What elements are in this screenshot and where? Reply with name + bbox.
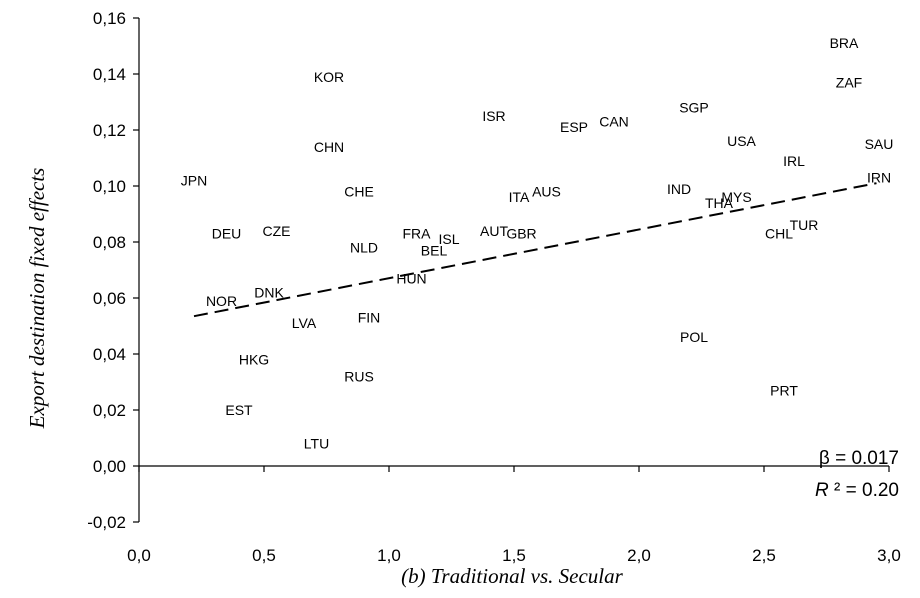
point-label-esp: ESP xyxy=(560,119,588,135)
point-label-prt: PRT xyxy=(770,382,798,398)
point-label-pol: POL xyxy=(680,329,708,345)
point-label-irl: IRL xyxy=(783,153,805,169)
x-tick-label: 2,0 xyxy=(627,546,651,565)
point-label-tha: THA xyxy=(705,195,734,211)
r-squared-symbol: R xyxy=(815,480,829,501)
points-layer: BRA ZAF KOR SGP ISR CAN ESP USA SAU CHN IRL IRN JPN I… xyxy=(181,35,894,451)
trendline-layer xyxy=(193,182,877,318)
point-label-isl: ISL xyxy=(438,231,459,247)
r-squared-annotation: R ² = 0.20 xyxy=(815,480,899,501)
point-label-bel: BEL xyxy=(421,242,448,258)
point-label-jpn: JPN xyxy=(181,172,207,188)
point-label-ltu: LTU xyxy=(304,436,329,452)
point-label-aus: AUS xyxy=(532,184,561,200)
point-label-fin: FIN xyxy=(358,310,381,326)
point-label-nor: NOR xyxy=(206,293,237,309)
point-label-aut: AUT xyxy=(480,223,508,239)
point-label-chl: CHL xyxy=(765,226,793,242)
point-label-lva: LVA xyxy=(292,315,317,331)
point-label-sau: SAU xyxy=(865,136,894,152)
x-tick-label: 3,0 xyxy=(877,546,901,565)
x-tick-label: 0,0 xyxy=(127,546,151,565)
point-label-cze: CZE xyxy=(263,223,291,239)
point-label-kor: KOR xyxy=(314,69,344,85)
y-tick-label: 0,02 xyxy=(93,401,126,420)
point-label-mys: MYS xyxy=(721,189,751,205)
x-axis: 0,0 0,5 1,0 1,5 2,0 2,5 3,0 xyxy=(127,465,901,565)
point-label-sgp: SGP xyxy=(679,100,709,116)
y-tick-label: 0,14 xyxy=(93,65,126,84)
y-tick-label: 0,12 xyxy=(93,121,126,140)
y-tick-label: -0,02 xyxy=(87,513,126,532)
point-label-tur: TUR xyxy=(790,217,819,233)
point-label-irn: IRN xyxy=(867,170,891,186)
point-label-est: EST xyxy=(225,402,253,418)
r-squared-value: ² = 0.20 xyxy=(829,480,899,501)
point-label-che: CHE xyxy=(344,184,374,200)
y-tick-label: 0,10 xyxy=(93,177,126,196)
x-tick-label: 0,5 xyxy=(252,546,276,565)
point-label-ind: IND xyxy=(667,181,691,197)
point-label-gbr: GBR xyxy=(506,226,536,242)
x-tick-label: 2,5 xyxy=(752,546,776,565)
y-axis: -0,02 0,00 0,02 0,04 0,06 0,08 0,10 0,12 0,14 0,1… xyxy=(87,9,140,532)
point-label-bra: BRA xyxy=(830,35,859,51)
beta-annotation: β = 0.017 xyxy=(819,448,899,469)
point-label-dnk: DNK xyxy=(254,284,284,300)
point-label-zaf: ZAF xyxy=(836,74,862,90)
point-label-isr: ISR xyxy=(482,108,505,124)
point-label-usa: USA xyxy=(727,133,756,149)
y-axis-title: Export destination fixed effects xyxy=(25,168,49,430)
x-axis-title: (b) Traditional vs. Secular xyxy=(401,564,623,588)
point-label-ita: ITA xyxy=(509,189,530,205)
x-tick-label: 1,0 xyxy=(377,546,401,565)
point-label-chn: CHN xyxy=(314,139,344,155)
point-label-can: CAN xyxy=(599,114,629,130)
point-label-fra: FRA xyxy=(403,226,432,242)
y-tick-label: 0,04 xyxy=(93,345,126,364)
point-label-deu: DEU xyxy=(212,226,242,242)
point-label-rus: RUS xyxy=(344,368,374,384)
y-tick-label: 0,08 xyxy=(93,233,126,252)
trendline xyxy=(193,182,877,318)
y-tick-label: 0,00 xyxy=(93,457,126,476)
point-label-nld: NLD xyxy=(350,240,378,256)
y-tick-label: 0,16 xyxy=(93,9,126,28)
y-tick-label: 0,06 xyxy=(93,289,126,308)
x-tick-label: 1,5 xyxy=(502,546,526,565)
point-label-hkg: HKG xyxy=(239,352,269,368)
point-label-hun: HUN xyxy=(396,270,426,286)
